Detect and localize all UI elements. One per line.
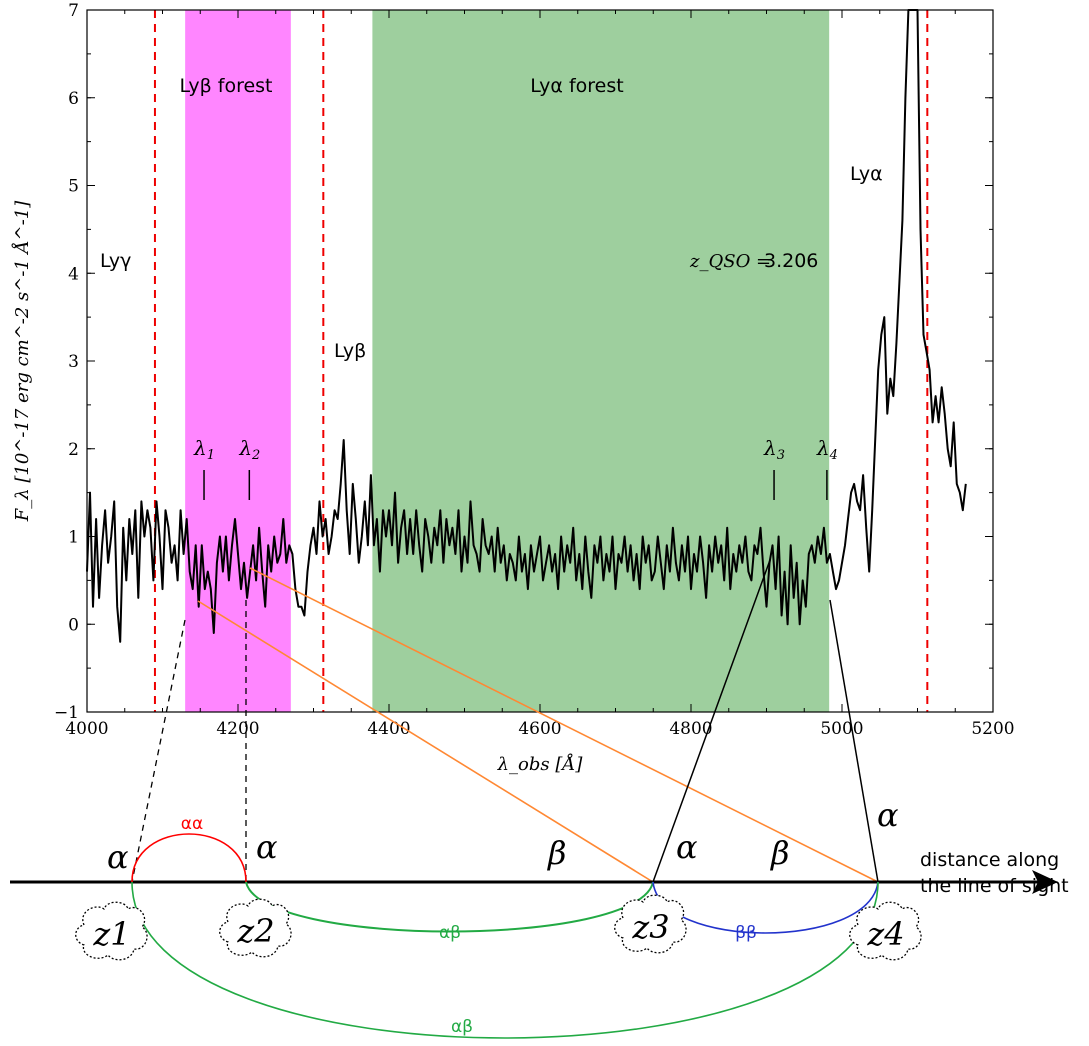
y-tick-label: 0 [68,615,79,635]
z1-dashed-connector [131,619,186,883]
y-axis-label: F_λ [10^-17 erg cm^-2 s^-1 Å^-1] [11,200,33,523]
y-tick-label: 2 [68,440,79,460]
y-tick-label: 6 [68,89,79,109]
x-tick-label: 4200 [216,719,259,739]
lambda-marker-label: λ3 [763,436,785,463]
bb-arc [652,881,879,934]
lambda-markers: λ1 λ2 λ3 λ4 [193,436,838,500]
cloud-z4: z4 [849,901,922,961]
cloud-outline [75,901,148,961]
transition-label-z3-alpha: α [676,828,698,866]
shaded-regions [185,10,830,712]
transition-label-z3-beta: β [547,834,567,872]
aa-label: αα [181,814,203,834]
x-tick-label: 4000 [65,719,108,739]
shaded-region [185,10,291,712]
ab-arc-bottom [131,881,879,1039]
y-tick-label: −1 [54,703,79,723]
ab-label-top: αβ [439,923,461,943]
y-tick-label: 7 [68,1,79,21]
ab-label-bottom: αβ [451,1017,473,1037]
z3-beta-connector [197,600,654,883]
los-diagram: distance along the line of sight αα αβ β… [10,559,1069,1039]
z-qso-value: 3.206 [764,250,818,272]
z-qso-label: z_QSO = [689,251,771,272]
axis-arrowhead [1032,870,1058,894]
transition-label-z2-alpha: α [256,828,278,866]
cloud-z4-label: z4 [866,915,904,953]
y-tick-label: 3 [68,352,79,372]
x-tick-label: 4600 [518,719,561,739]
x-axis-label: λ_obs [Å] [497,753,584,775]
cloud-outline [849,901,922,961]
x-tick-label: 4400 [367,719,410,739]
ly-beta-label: Lyβ [334,340,366,362]
ly-beta-forest-label: Lyβ forest [180,75,273,97]
x-tick-label: 5200 [971,719,1014,739]
lambda-marker-label: λ1 [193,436,215,463]
cloud-outline [614,894,687,954]
cloud-z2-label: z2 [236,912,274,950]
cloud-z2: z2 [219,898,292,958]
transition-label-z4-alpha: α [877,796,899,834]
y-tick-label: 4 [68,264,79,284]
x-tick-label: 5000 [820,719,863,739]
cloud-z1-label: z1 [92,915,130,953]
y-axis-ticks: −1 0 1 2 3 4 5 6 7 [54,1,993,723]
bb-label: ββ [735,923,757,943]
x-tick-label: 4800 [669,719,712,739]
cloud-z3: z3 [614,894,687,954]
z3-alpha-connector [652,559,771,883]
axis-label-line2: the line of sight [920,875,1069,897]
z4-alpha-connector [829,599,879,883]
ly-alpha-forest-label: Lyα forest [530,75,623,97]
shaded-region [372,10,830,712]
cloud-outline [219,898,292,958]
spectrum-line [86,9,967,643]
lambda-marker-label: λ4 [816,436,838,463]
z4-beta-connector [249,567,879,883]
transition-label-z1-alpha: α [107,838,129,876]
ly-alpha-label: Lyα [850,163,883,185]
axis-label-line1: distance along [920,849,1059,871]
aa-arc [131,833,247,883]
ly-gamma-label: Lyγ [100,250,131,272]
lambda-marker-label: λ2 [238,436,260,463]
y-tick-label: 5 [68,177,79,197]
cloud-z1: z1 [75,901,148,961]
z-qso-annotation: z_QSO = 3.206 [689,250,818,272]
transition-label-z4-beta: β [770,834,790,872]
y-tick-label: 1 [68,528,79,548]
cloud-z3-label: z3 [631,908,669,946]
